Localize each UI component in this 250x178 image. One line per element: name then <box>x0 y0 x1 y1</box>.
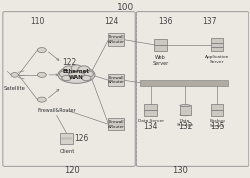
Text: Firewall
&Router: Firewall &Router <box>108 76 124 85</box>
Ellipse shape <box>63 66 75 73</box>
FancyBboxPatch shape <box>108 118 124 130</box>
Ellipse shape <box>38 97 46 102</box>
Ellipse shape <box>180 105 190 107</box>
Ellipse shape <box>11 73 18 77</box>
Text: Data
Storage: Data Storage <box>176 119 194 127</box>
FancyBboxPatch shape <box>154 45 166 51</box>
FancyBboxPatch shape <box>211 110 223 116</box>
Ellipse shape <box>58 66 95 83</box>
Text: 126: 126 <box>74 134 88 143</box>
Text: 137: 137 <box>202 17 217 26</box>
Ellipse shape <box>82 75 91 81</box>
Text: Ethernet
WAN: Ethernet WAN <box>63 69 90 80</box>
Ellipse shape <box>38 72 46 77</box>
Ellipse shape <box>84 71 94 77</box>
FancyBboxPatch shape <box>108 74 124 86</box>
Text: 134: 134 <box>143 122 158 131</box>
Ellipse shape <box>78 66 90 73</box>
Text: 135: 135 <box>210 122 224 131</box>
FancyBboxPatch shape <box>154 39 166 45</box>
Ellipse shape <box>180 114 190 116</box>
Text: Client: Client <box>60 149 76 154</box>
Text: Application
Server: Application Server <box>205 55 230 64</box>
FancyBboxPatch shape <box>211 104 223 110</box>
Ellipse shape <box>60 71 69 77</box>
FancyBboxPatch shape <box>211 43 223 47</box>
Text: Data Server: Data Server <box>138 119 164 123</box>
Text: 120: 120 <box>64 166 79 175</box>
FancyBboxPatch shape <box>211 38 223 43</box>
Text: 132: 132 <box>178 122 192 131</box>
FancyBboxPatch shape <box>60 133 73 144</box>
FancyBboxPatch shape <box>108 33 124 46</box>
Text: Web
Server: Web Server <box>152 55 168 66</box>
Text: Satellite: Satellite <box>3 86 25 91</box>
Ellipse shape <box>62 75 71 81</box>
Ellipse shape <box>71 65 82 72</box>
Text: Firewall
&Router: Firewall &Router <box>108 120 124 129</box>
Text: 136: 136 <box>158 17 172 26</box>
Ellipse shape <box>38 48 46 53</box>
FancyBboxPatch shape <box>144 104 157 110</box>
FancyBboxPatch shape <box>211 47 223 51</box>
Text: 110: 110 <box>30 17 44 26</box>
FancyBboxPatch shape <box>140 80 228 86</box>
Text: 130: 130 <box>172 166 188 175</box>
Text: Firewall&Router: Firewall&Router <box>37 108 76 113</box>
Text: Backup
Server: Backup Server <box>209 119 225 128</box>
Text: 100: 100 <box>117 3 134 12</box>
Text: 124: 124 <box>104 17 118 26</box>
FancyBboxPatch shape <box>180 105 190 115</box>
Text: 122: 122 <box>62 58 76 67</box>
Text: Firewall
&Router: Firewall &Router <box>108 35 124 44</box>
FancyBboxPatch shape <box>144 110 157 116</box>
